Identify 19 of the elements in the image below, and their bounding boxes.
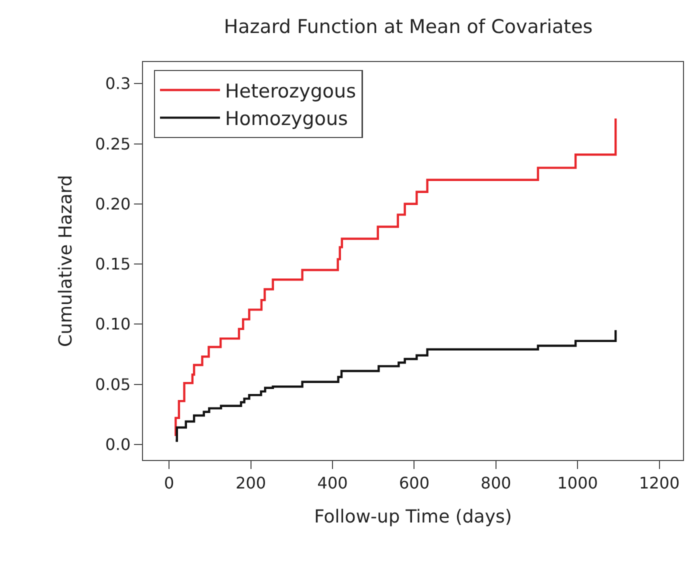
y-tick-label: 0.20: [95, 194, 131, 214]
x-tick-label: 1000: [557, 473, 598, 492]
x-tick-label: 400: [317, 473, 348, 492]
x-tick-label: 0: [164, 473, 174, 492]
legend-label: Homozygous: [225, 108, 348, 130]
x-tick-label: 800: [480, 473, 512, 492]
x-tick-label: 200: [236, 473, 266, 492]
y-tick-label: 0.25: [95, 134, 131, 154]
y-tick-label: 0.05: [95, 374, 131, 394]
y-tick-label: 0.3: [105, 74, 131, 94]
x-tick-label: 600: [398, 473, 430, 492]
legend-label: Heterozygous: [225, 80, 356, 102]
y-axis-title: Cumulative Hazard: [55, 174, 76, 348]
y-tick-label: 0.10: [95, 314, 131, 334]
y-tick-label: 0.0: [105, 434, 131, 454]
x-axis-title: Follow-up Time (days): [314, 506, 512, 528]
chart-title: Hazard Function at Mean of Covariates: [224, 16, 593, 38]
y-tick-label: 0.15: [95, 254, 131, 274]
x-tick-label: 1200: [638, 473, 680, 492]
